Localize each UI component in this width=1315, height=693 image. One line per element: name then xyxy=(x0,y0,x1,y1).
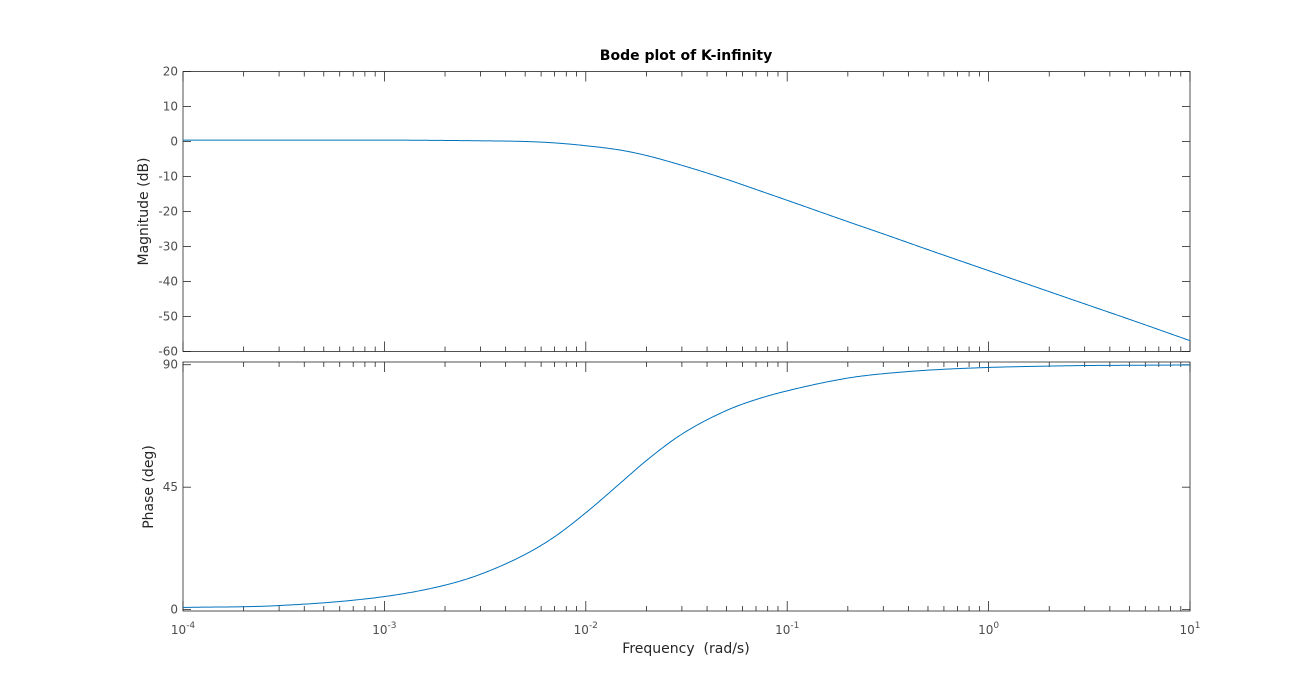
x-tick-base: 10 xyxy=(978,623,993,637)
x-tick-label: 10-2 xyxy=(574,621,598,637)
magnitude-y-axis-label: Magnitude (dB) xyxy=(136,157,152,265)
x-tick-exponent: 0 xyxy=(993,621,999,631)
x-tick-label: 101 xyxy=(1179,621,1200,637)
phase-axes: 90 45 0 Phase (deg) xyxy=(141,358,1191,617)
phase-curve xyxy=(182,364,1191,608)
x-tick-base: 10 xyxy=(775,623,790,637)
magnitude-ytick-label: 10 xyxy=(163,100,178,114)
x-tick-exponent: -3 xyxy=(388,621,397,631)
x-tick-label: 10-3 xyxy=(372,621,396,637)
magnitude-ytick-label: -30 xyxy=(158,240,178,254)
magnitude-ytick-label: 20 xyxy=(163,65,178,79)
magnitude-ytick-label: -60 xyxy=(158,345,178,359)
x-tick-exponent: 1 xyxy=(1195,621,1201,631)
x-tick-base: 10 xyxy=(372,623,387,637)
phase-y-axis-label: Phase (deg) xyxy=(141,445,157,529)
phase-ytick-label: 45 xyxy=(163,480,178,494)
x-tick-exponent: -1 xyxy=(790,621,799,631)
magnitude-ytick-label: 0 xyxy=(170,135,178,149)
magnitude-axes-box xyxy=(182,71,1191,352)
magnitude-ytick-label: -20 xyxy=(158,205,178,219)
chart-title: Bode plot of K-infinity xyxy=(600,48,772,64)
x-tick-base: 10 xyxy=(574,623,589,637)
magnitude-ytick-label: -10 xyxy=(158,170,178,184)
x-axis-label: Frequency (rad/s) xyxy=(622,641,749,657)
x-tick-exponent: -2 xyxy=(589,621,598,631)
magnitude-axes: 20 10 0 -10 -20 -30 -40 -50 -60 Magnitude (dB) xyxy=(136,65,1191,359)
x-tick-label: 10-1 xyxy=(775,621,799,637)
x-tick-label: 10-4 xyxy=(171,621,196,637)
x-tick-base: 10 xyxy=(1179,623,1194,637)
magnitude-ytick-label: -40 xyxy=(158,275,178,289)
phase-ytick-label: 90 xyxy=(163,358,178,372)
x-tick-base: 10 xyxy=(171,623,186,637)
magnitude-curve xyxy=(183,139,1191,342)
x-tick-exponent: -4 xyxy=(186,621,195,631)
x-tick-label: 100 xyxy=(978,621,999,637)
phase-ytick-label: 0 xyxy=(170,603,178,617)
magnitude-ytick-label: -50 xyxy=(158,310,178,324)
phase-axes-box xyxy=(182,361,1191,612)
